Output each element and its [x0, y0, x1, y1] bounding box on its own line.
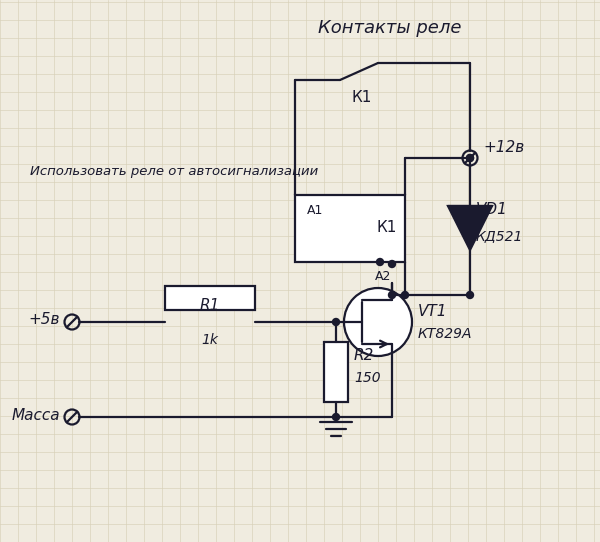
Text: R2: R2 — [354, 349, 374, 364]
Text: 150: 150 — [354, 371, 380, 385]
Text: +5в: +5в — [29, 313, 60, 327]
Text: 1k: 1k — [202, 333, 218, 347]
Circle shape — [467, 154, 473, 162]
Text: R1: R1 — [200, 299, 220, 313]
Bar — [165, 286, 255, 310]
Polygon shape — [448, 206, 492, 250]
Text: КД521: КД521 — [476, 229, 523, 243]
Text: Использовать реле от автосигнализации: Использовать реле от автосигнализации — [30, 165, 318, 178]
Text: VD1: VD1 — [476, 203, 508, 217]
Bar — [324, 342, 348, 402]
Bar — [295, 195, 405, 262]
Text: A1: A1 — [307, 204, 323, 217]
Circle shape — [389, 292, 395, 299]
Circle shape — [332, 414, 340, 421]
Text: К1: К1 — [352, 89, 372, 105]
Text: Контакты реле: Контакты реле — [318, 19, 462, 37]
Circle shape — [467, 154, 473, 162]
Circle shape — [377, 259, 383, 266]
Text: К1: К1 — [377, 221, 397, 236]
Text: +12в: +12в — [483, 140, 524, 156]
Circle shape — [332, 319, 340, 326]
Text: Масса: Масса — [11, 408, 60, 423]
Text: КТ829А: КТ829А — [418, 327, 473, 341]
Circle shape — [344, 288, 412, 356]
Text: VT1: VT1 — [418, 305, 448, 319]
Text: A2: A2 — [375, 269, 391, 282]
Circle shape — [401, 292, 409, 299]
Circle shape — [389, 261, 395, 268]
Circle shape — [467, 292, 473, 299]
